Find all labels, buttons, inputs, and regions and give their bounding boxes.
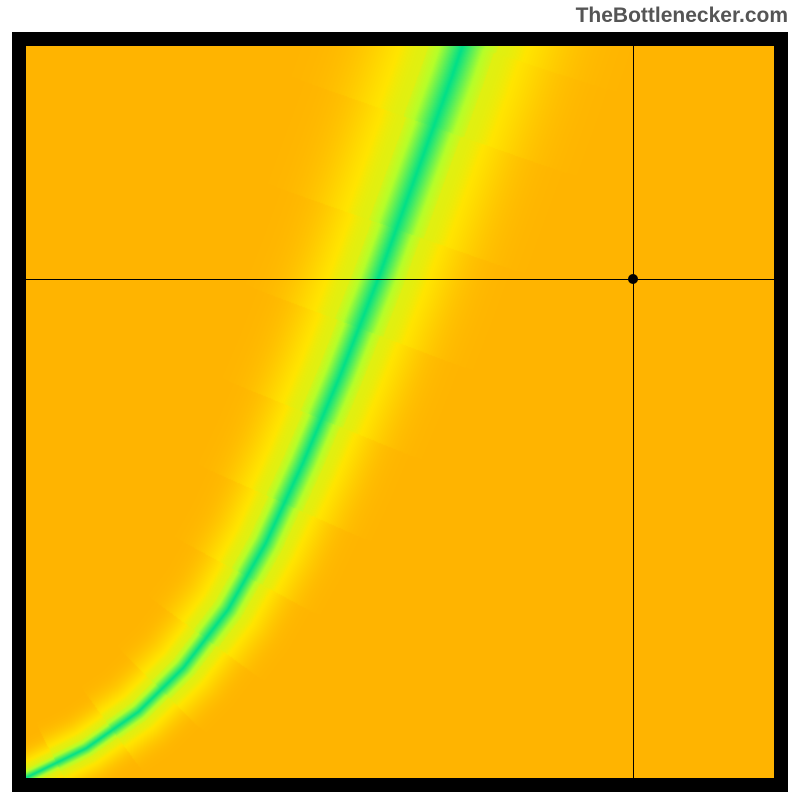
attribution-text: TheBottlenecker.com (576, 4, 788, 28)
plot-frame (12, 32, 788, 792)
crosshair-vertical (633, 46, 634, 778)
crosshair-horizontal (26, 279, 774, 280)
plot-area (26, 46, 774, 778)
crosshair-dot (628, 274, 638, 284)
heatmap-canvas (26, 46, 774, 778)
figure-root: TheBottlenecker.com (0, 0, 800, 800)
